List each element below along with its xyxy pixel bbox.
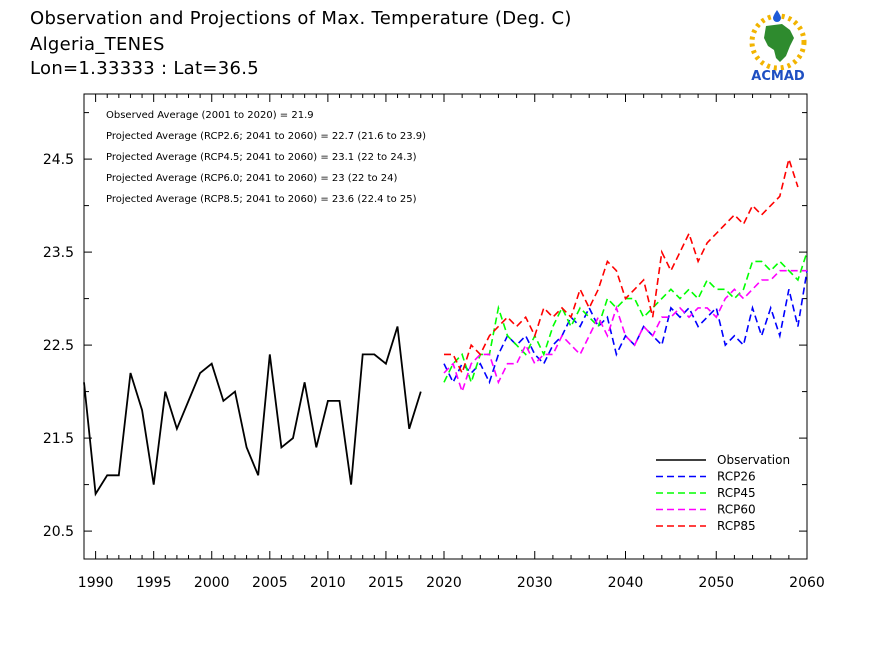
x-tick-label: 2010 <box>310 575 346 591</box>
series-line-observation <box>83 326 422 497</box>
chart-title: Observation and Projections of Max. Temp… <box>30 8 572 29</box>
station-coordinates: Lon=1.33333 : Lat=36.5 <box>30 58 260 79</box>
x-tick-label: 1995 <box>136 575 172 591</box>
station-name: Algeria_TENES <box>30 34 165 55</box>
legend-label: RCP85 <box>717 519 756 533</box>
annotation-line: Observed Average (2001 to 2020) = 21.9 <box>106 110 314 121</box>
annotation-line: Projected Average (RCP4.5; 2041 to 2060)… <box>106 152 417 163</box>
x-tick-label: 2030 <box>517 575 553 591</box>
legend-label: RCP45 <box>717 486 756 500</box>
x-tick-label: 2020 <box>426 575 462 591</box>
x-tick-label: 2000 <box>194 575 230 591</box>
x-tick-label: 2005 <box>252 575 288 591</box>
series-line-rcp45 <box>443 251 808 385</box>
annotation-line: Projected Average (RCP2.6; 2041 to 2060)… <box>106 131 426 142</box>
water-drop-icon <box>773 10 781 22</box>
logo-text: ACMAD <box>751 69 805 84</box>
x-tick-label: 2050 <box>698 575 734 591</box>
y-tick-label: 24.5 <box>43 152 74 168</box>
legend-label: RCP26 <box>717 470 756 484</box>
y-tick-label: 20.5 <box>43 524 74 540</box>
x-tick-label: 2040 <box>608 575 644 591</box>
series-line-rcp60 <box>443 269 807 395</box>
series-line-rcp85 <box>444 156 799 376</box>
chart-legend: Observation RCP26 RCP45 RCP60 RCP85 <box>656 453 790 533</box>
acmad-logo: ACMAD <box>749 10 807 84</box>
chart-series <box>83 156 808 497</box>
y-tick-label: 23.5 <box>43 245 74 261</box>
y-tick-label: 21.5 <box>43 431 74 447</box>
chart-annotations: Observed Average (2001 to 2020) = 21.9 Pr… <box>106 110 426 205</box>
plot-frame <box>83 93 808 560</box>
annotation-line: Projected Average (RCP6.0; 2041 to 2060)… <box>106 173 398 184</box>
africa-map-icon <box>764 24 794 62</box>
x-tick-label: 1990 <box>78 575 114 591</box>
chart-axes: 20.5 21.5 22.5 23.5 24.5 1990 1995 2000 2005 2010… <box>43 93 825 591</box>
x-tick-label: 2015 <box>368 575 404 591</box>
series-line-rcp26 <box>443 270 808 385</box>
x-tick-label: 2060 <box>789 575 825 591</box>
legend-label: Observation <box>717 453 790 467</box>
y-tick-label: 22.5 <box>43 338 74 354</box>
legend-label: RCP60 <box>717 503 756 517</box>
annotation-line: Projected Average (RCP8.5; 2041 to 2060)… <box>106 194 417 205</box>
